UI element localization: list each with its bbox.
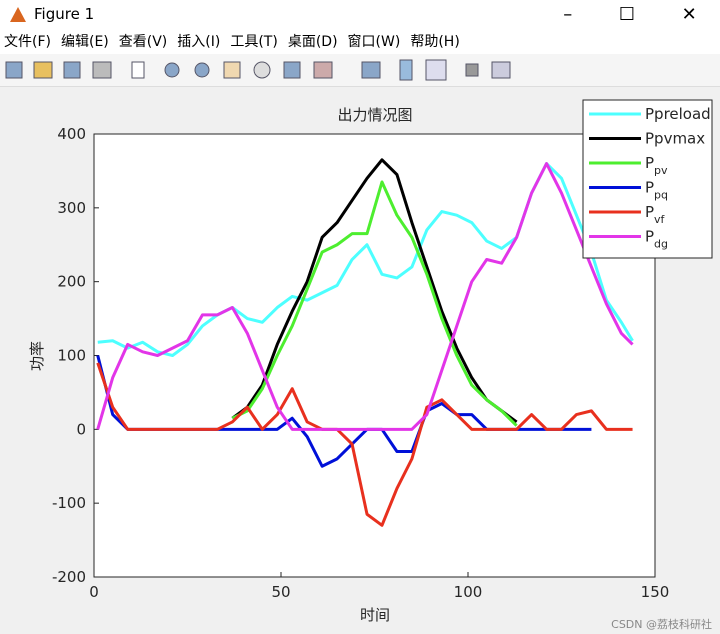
y-tick-label: -200 [52,568,86,586]
legend-box [582,99,713,259]
icon[interactable] [399,59,413,81]
x-tick-label: 100 [454,583,483,601]
toolbar [0,54,720,87]
icon[interactable] [361,61,381,79]
legend-name: Ppreload [645,105,711,123]
legend-subscript: pq [654,189,668,202]
icon[interactable] [491,61,511,79]
icon[interactable] [33,61,53,79]
series-line [96,362,633,527]
menu-bar: 文件(F) 编辑(E) 查看(V) 插入(I) 工具(T) 桌面(D) 窗口(W) 帮助(H) [0,28,720,54]
menu-item[interactable]: 帮助(H) [410,34,460,50]
x-tick-label: 0 [89,583,99,601]
icon[interactable] [283,61,301,79]
legend-label: Ppv [645,154,668,177]
icon[interactable] [92,61,112,79]
x-tick-label: 50 [271,583,290,601]
chart: 出力情况图 时间 功率 CSDN @荔枝科研社 0 50 100 150 -200 -10… [28,99,713,631]
legend-name: P [645,228,654,246]
icon[interactable] [131,61,145,79]
menu-item[interactable]: 工具(T) [230,34,278,50]
legend-label: Pvf [645,203,666,226]
legend-subscript: vf [654,213,666,226]
series-line [231,180,518,427]
menu-item[interactable]: 查看(V) [118,34,168,50]
legend-label: Pdg [645,228,668,251]
chart-title: 出力情况图 [337,106,412,124]
x-tick-label: 150 [641,583,670,601]
y-tick-label: 400 [57,125,86,143]
icon[interactable] [223,61,241,79]
menu-item[interactable]: 文件(F) [4,34,51,50]
legend-name: P [645,203,654,221]
app-icon [10,7,26,22]
legend-label: Ppvmax [645,130,705,148]
icon[interactable] [425,59,447,81]
legend-subscript: pv [654,164,668,177]
icon[interactable] [194,62,210,78]
y-tick-label: -100 [52,494,86,512]
icon[interactable] [253,61,271,79]
title-bar: Figure 1 – ☐ ✕ [0,0,720,28]
y-axis-label: 功率 [28,341,46,371]
icon[interactable] [465,63,479,77]
maximize[interactable]: ☐ [618,3,635,25]
legend-subscript: dg [654,238,668,251]
window-title: Figure 1 [34,5,95,23]
legend-name: Ppvmax [645,130,705,148]
legend-label: Ppq [645,179,668,202]
y-tick-label: 100 [57,347,86,365]
menu-item[interactable]: 插入(I) [177,34,221,50]
legend-name: P [645,179,654,197]
series-line [231,158,518,424]
menu-item[interactable]: 窗口(W) [347,34,401,50]
icon[interactable] [63,61,81,79]
icon[interactable] [5,61,23,79]
icon[interactable] [313,61,333,79]
series-line [96,162,634,431]
y-tick-label: 0 [76,420,86,438]
menu-item[interactable]: 编辑(E) [60,34,109,50]
icon[interactable] [164,62,180,78]
legend-label: Ppreload [645,105,711,123]
y-tick-label: 300 [57,199,86,217]
legend-name: P [645,154,654,172]
x-axis-label: 时间 [360,606,390,624]
watermark: CSDN @荔枝科研社 [611,617,712,631]
y-tick-label: 200 [57,273,86,291]
menu-item[interactable]: 桌面(D) [287,34,338,50]
toolbar-icons [5,59,511,81]
close[interactable]: ✕ [681,3,697,25]
minimize[interactable]: – [563,3,573,25]
